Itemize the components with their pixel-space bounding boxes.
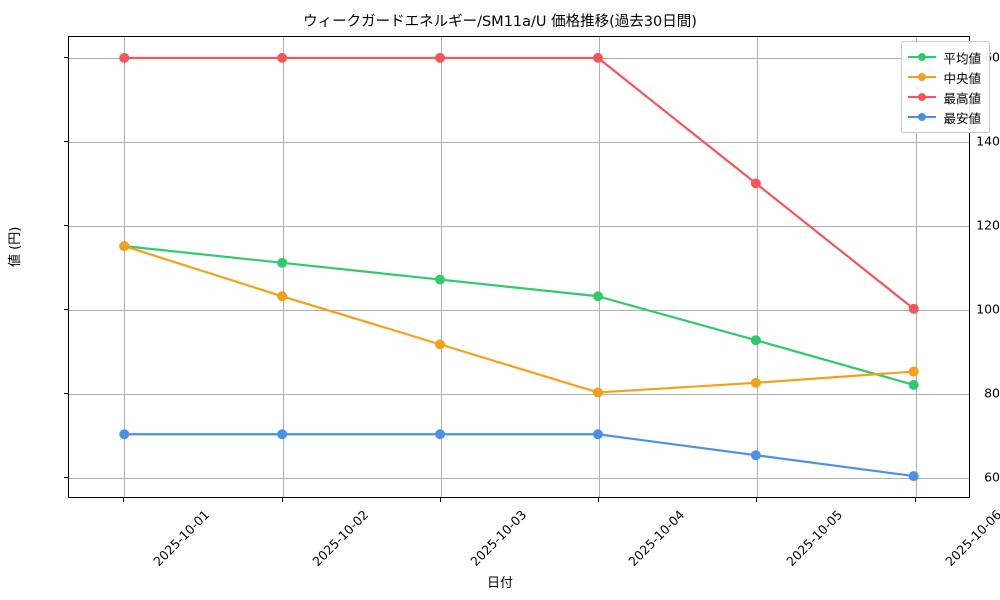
data-point: [592, 429, 603, 440]
legend-label: 中央値: [943, 70, 981, 86]
gridline-horizontal: [69, 394, 969, 395]
series-最高値: [119, 52, 919, 314]
y-axis-tick-label: 140: [976, 133, 1000, 149]
legend-swatch-icon: [908, 110, 937, 124]
x-axis-tick-mark: [914, 498, 916, 502]
gridline-horizontal: [69, 226, 969, 227]
data-point: [592, 52, 603, 63]
data-point: [592, 291, 603, 302]
data-point: [435, 274, 446, 285]
series-line: [123, 244, 915, 387]
legend-item-平均値[interactable]: 平均値: [908, 47, 981, 67]
gridline-vertical: [915, 37, 917, 497]
data-point: [592, 387, 603, 398]
y-axis-tick-mark: [64, 477, 68, 478]
legend-label: 最安値: [943, 110, 981, 126]
data-point: [435, 339, 446, 350]
x-axis-tick-label: 2025-10-06: [941, 507, 1000, 569]
y-axis-tick-mark: [64, 309, 68, 310]
y-axis-tick-label: 100: [976, 301, 1000, 317]
y-axis-tick-mark: [64, 393, 68, 394]
legend-item-最安値[interactable]: 最安値: [908, 107, 981, 127]
gridline-vertical: [124, 37, 126, 497]
data-point: [277, 52, 288, 63]
y-axis-tick-label: 60: [984, 469, 1000, 485]
y-axis-tick-mark: [64, 225, 68, 226]
y-axis-tick-label: 120: [976, 217, 1000, 233]
x-axis-tick-label: 2025-10-01: [150, 507, 213, 569]
gridline-horizontal: [69, 142, 969, 143]
gridline-vertical: [757, 37, 759, 497]
data-point: [908, 379, 919, 390]
x-axis-tick-label: 2025-10-03: [467, 507, 530, 569]
y-axis-tick-mark: [64, 141, 68, 142]
series-line: [123, 56, 915, 310]
x-axis-tick-mark: [123, 498, 125, 502]
data-point: [277, 291, 288, 302]
data-point: [435, 429, 446, 440]
series-layer: [119, 52, 919, 482]
gridline-vertical: [599, 37, 601, 497]
x-axis-tick-mark: [756, 498, 758, 502]
data-point: [119, 429, 130, 440]
series-中央値: [119, 241, 919, 398]
gridline-horizontal: [69, 310, 969, 311]
x-axis-tick-mark: [598, 498, 600, 502]
x-axis-tick-label: 2025-10-04: [625, 507, 688, 569]
x-axis-tick-mark: [439, 498, 441, 502]
data-point: [277, 429, 288, 440]
x-axis-tick-label: 2025-10-02: [308, 507, 371, 569]
legend-swatch-icon: [908, 70, 937, 84]
data-point: [435, 52, 446, 63]
legend-swatch-icon: [908, 50, 937, 64]
data-point: [908, 471, 919, 482]
chart-legend: 平均値中央値最高値最安値: [901, 41, 990, 133]
legend-item-中央値[interactable]: 中央値: [908, 67, 981, 87]
y-axis-tick-mark: [64, 57, 68, 58]
legend-label: 最高値: [943, 90, 981, 106]
series-line: [123, 244, 915, 394]
legend-label: 平均値: [943, 50, 981, 66]
x-axis-tick-label: 2025-10-05: [783, 507, 846, 569]
series-line: [123, 433, 915, 478]
data-point: [750, 450, 761, 461]
data-point: [119, 241, 130, 252]
data-point: [277, 257, 288, 268]
series-最安値: [119, 429, 919, 482]
x-axis-tick-mark: [281, 498, 283, 502]
y-axis-label: 値 (円): [8, 226, 23, 267]
data-point: [908, 303, 919, 314]
legend-item-最高値[interactable]: 最高値: [908, 87, 981, 107]
chart-title: ウィークガードエネルギー/SM11a/U 価格推移(過去30日間): [303, 14, 697, 30]
data-point: [750, 178, 761, 189]
data-point: [750, 335, 761, 346]
gridline-vertical: [440, 37, 442, 497]
y-axis-tick-label: 80: [984, 385, 1000, 401]
x-axis-label: 日付: [486, 576, 513, 591]
data-point: [119, 52, 130, 63]
data-point: [750, 377, 761, 388]
plot-area: [68, 36, 970, 498]
legend-swatch-icon: [908, 90, 937, 104]
data-point: [908, 366, 919, 377]
gridline-horizontal: [69, 478, 969, 479]
